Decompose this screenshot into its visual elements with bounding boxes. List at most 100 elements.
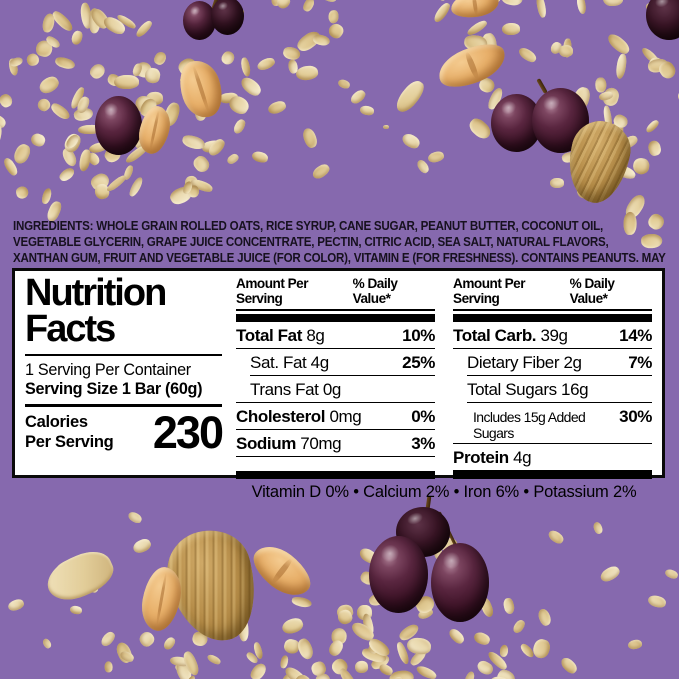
grape-image	[369, 536, 428, 613]
serving-size: Serving Size 1 Bar (60g)	[25, 380, 203, 399]
oat-flake-image	[225, 152, 241, 166]
oat-flake-image	[511, 618, 527, 635]
oat-flake-image	[206, 653, 223, 667]
oat-flake-image	[466, 115, 494, 143]
oat-flake-image	[131, 536, 153, 556]
oat-flake-image	[500, 0, 524, 7]
row-total-sugars: Total Sugars 16g	[467, 379, 589, 399]
oat-flake-image	[664, 568, 679, 580]
divider	[467, 375, 652, 376]
grape-image	[95, 96, 142, 155]
oat-flake-image	[255, 55, 277, 72]
oat-flake-image	[69, 29, 84, 46]
ingredients-statement: INGREDIENTS: WHOLE GRAIN ROLLED OATS, RI…	[13, 218, 666, 283]
oat-flake-image	[392, 77, 428, 116]
oat-flake-image	[41, 637, 53, 650]
oat-flake-image	[604, 30, 633, 57]
oat-flake-image	[383, 125, 389, 129]
divider	[236, 429, 435, 430]
divider	[453, 443, 652, 444]
ingredients-list: WHOLE GRAIN ROLLED OATS, RICE SYRUP, CAN…	[13, 218, 609, 266]
oat-flake-image	[426, 150, 446, 164]
divider	[250, 375, 435, 376]
oat-flake-image	[472, 630, 492, 646]
oat-flake-image	[502, 597, 515, 615]
row-sodium: Sodium 70mg 3%	[236, 433, 435, 453]
oat-flake-image	[180, 132, 207, 151]
thick-divider	[453, 471, 652, 479]
thick-divider	[453, 314, 652, 322]
oat-flake-image	[310, 161, 332, 182]
oat-flake-image	[77, 148, 93, 173]
oat-flake-image	[219, 50, 237, 68]
row-total-carb: Total Carb. 39g 14%	[453, 325, 652, 345]
oat-flake-image	[535, 0, 548, 18]
oat-flake-image	[69, 605, 83, 615]
row-trans-fat: Trans Fat 0g	[250, 379, 341, 399]
oat-flake-image	[546, 528, 566, 546]
oat-flake-image	[499, 644, 510, 658]
oat-flake-image	[359, 104, 375, 117]
oat-flake-image	[162, 635, 178, 652]
row-total-fat: Total Fat 8g 10%	[236, 325, 435, 345]
nutrient-columns: Amount Per Serving % Daily Value* Total …	[228, 271, 662, 501]
oat-flake-image	[415, 664, 438, 679]
oat-flake-image	[431, 0, 452, 25]
divider	[453, 348, 652, 349]
oat-flake-image	[550, 177, 565, 189]
column-header: Amount Per Serving % Daily Value*	[453, 275, 652, 311]
thick-divider	[236, 471, 435, 479]
oat-flake-image	[6, 597, 26, 613]
calories-label: Calories Per Serving	[25, 413, 114, 451]
oat-flake-image	[501, 22, 521, 36]
oat-flake-image	[274, 0, 293, 11]
oat-flake-image	[592, 520, 604, 536]
nutrition-summary-column: Nutrition Facts 1 Serving Per Container …	[15, 271, 228, 475]
oat-flake-image	[446, 626, 466, 647]
oat-flake-image	[126, 510, 144, 525]
divider	[25, 404, 222, 408]
nutrition-facts-panel: Nutrition Facts 1 Serving Per Container …	[12, 268, 665, 501]
oat-flake-image	[531, 637, 552, 660]
oat-flake-image	[646, 139, 663, 157]
oat-flake-image	[11, 142, 33, 167]
oat-flake-image	[36, 74, 62, 97]
oat-flake-image	[319, 0, 338, 4]
oat-flake-image	[438, 0, 449, 2]
servings-per-container: 1 Serving Per Container	[25, 361, 191, 380]
nutrition-facts-title: Nutrition Facts	[25, 272, 167, 350]
divider	[453, 470, 652, 471]
nutrient-column-fats: Amount Per Serving % Daily Value* Total …	[236, 275, 435, 479]
oat-flake-image	[26, 53, 40, 67]
divider	[236, 348, 435, 349]
oat-flake-image	[406, 636, 432, 655]
grape-image	[431, 543, 489, 622]
oat-flake-image	[646, 593, 668, 610]
thick-divider	[236, 314, 435, 322]
oat-flake-image	[40, 187, 53, 205]
oat-flake-image	[239, 57, 251, 78]
oat-flake-image	[602, 0, 623, 7]
oat-flake-image	[462, 670, 476, 679]
oat-flake-image	[295, 64, 320, 82]
oat-flake-image	[238, 74, 264, 99]
oat-flake-image	[49, 100, 73, 122]
oat-flake-image	[280, 616, 305, 637]
oat-flake-image	[14, 185, 30, 200]
oat-flake-image	[558, 45, 573, 58]
oat-flake-image	[627, 638, 643, 651]
micronutrients-line: Vitamin D 0% • Calcium 2% • Iron 6% • Po…	[251, 483, 637, 501]
divider	[236, 402, 435, 403]
oat-flake-image	[190, 153, 212, 175]
oat-flake-image	[266, 99, 288, 116]
oat-flake-image	[28, 132, 47, 150]
oat-flake-image	[301, 0, 317, 13]
oat-flake-image	[136, 628, 156, 649]
row-dietary-fiber: Dietary Fiber 2g 7%	[467, 352, 652, 372]
oat-flake-image	[127, 175, 145, 198]
oat-flake-image	[250, 150, 270, 164]
row-added-sugars: Includes 15g Added Sugars 30%	[473, 406, 652, 441]
daily-value-header: % Daily Value*	[569, 276, 615, 306]
